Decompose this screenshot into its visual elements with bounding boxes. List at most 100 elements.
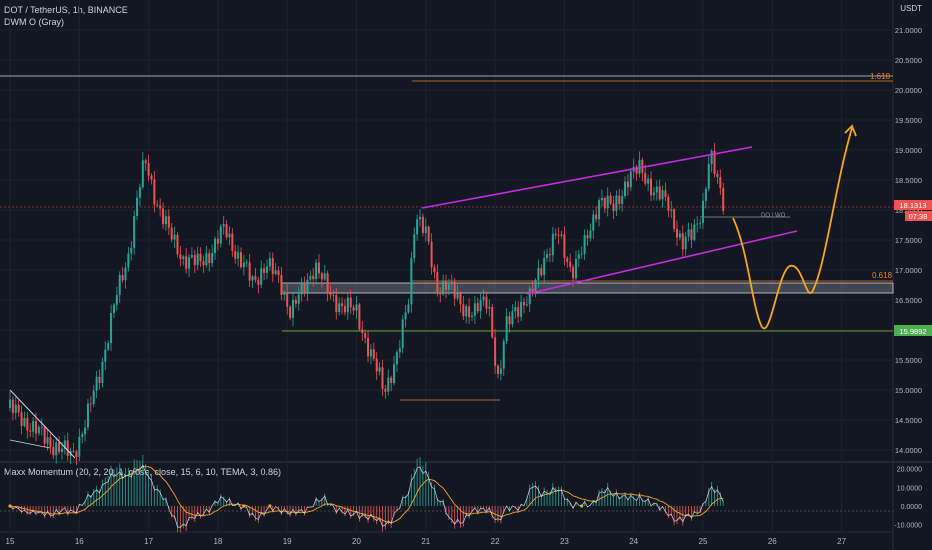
candle-body (60, 448, 63, 452)
candle-body (219, 226, 222, 244)
candle-body (384, 388, 387, 392)
candle-body (78, 436, 81, 457)
indicator-tick-label: 20.0000 (897, 467, 922, 474)
currency-label: USDT (900, 4, 922, 13)
candle-body (505, 316, 508, 342)
candle-body (231, 233, 234, 252)
wedge-lower-line[interactable] (9, 439, 51, 449)
candle-body (326, 273, 329, 294)
candle-body (237, 252, 240, 259)
time-tick-label: 26 (768, 537, 777, 546)
candle-body (315, 262, 318, 280)
candle-body (592, 214, 595, 231)
candle-body (387, 377, 390, 392)
price-axis[interactable]: 14.000014.500015.000015.500016.000016.50… (895, 26, 922, 455)
candle-body (323, 273, 326, 280)
candle-body (468, 306, 471, 318)
candle-body (81, 434, 84, 437)
price-tick-label: 17.5000 (895, 236, 922, 245)
candle-body (566, 257, 569, 262)
candle-body (647, 178, 650, 184)
candle-body (658, 186, 661, 200)
zone-box[interactable] (281, 282, 894, 294)
candle-body (179, 254, 182, 260)
price-tick-label: 19.0000 (895, 146, 922, 155)
candle-body (635, 166, 638, 174)
channel-lower-line[interactable] (526, 230, 798, 295)
candle-body (271, 258, 274, 274)
candle-body (280, 275, 283, 295)
candle-body (118, 274, 121, 296)
candle-body (488, 306, 491, 309)
candle-body (211, 253, 214, 264)
candle-body (520, 301, 523, 317)
time-tick-label: 27 (837, 537, 846, 546)
candle-body (199, 253, 202, 262)
candle-body (525, 304, 528, 306)
candles[interactable] (9, 142, 725, 466)
candle-body (43, 426, 46, 444)
projection-arrow-icon (844, 124, 857, 137)
candle-body (684, 236, 687, 250)
candle-body (130, 247, 133, 254)
candle-body (381, 367, 384, 389)
candle-body (225, 224, 228, 238)
channel-upper-line[interactable] (421, 146, 753, 209)
candle-body (401, 319, 404, 349)
candle-body (274, 270, 277, 274)
time-tick-label: 17 (144, 537, 153, 546)
candle-body (439, 292, 442, 295)
candle-body (603, 198, 606, 209)
candle-body (522, 301, 525, 306)
time-axis[interactable]: 15 16 17 18 19 20 21 22 23 24 25 26 27 (6, 537, 847, 546)
candle-body (398, 348, 401, 353)
candle-body (661, 190, 664, 200)
countdown-badge (905, 211, 932, 221)
candle-body (710, 151, 713, 165)
projection-path[interactable] (732, 127, 853, 330)
candle-body (133, 215, 136, 248)
candle-body (609, 195, 612, 204)
indicator-label[interactable]: DWM O (Gray) (4, 17, 64, 27)
price-tick-label: 20.5000 (895, 56, 922, 65)
candle-body (508, 316, 511, 325)
candle-body (216, 238, 219, 244)
candle-body (127, 253, 130, 268)
candle-body (707, 164, 710, 189)
wedge-upper-line[interactable] (9, 389, 76, 459)
candle-body (346, 297, 349, 313)
candle-body (430, 241, 433, 268)
candle-body (652, 192, 655, 196)
candle-body (693, 224, 696, 240)
candle-body (473, 303, 476, 316)
candle-body (153, 179, 156, 205)
candle-body (170, 227, 173, 240)
candle-body (341, 303, 344, 307)
momentum-signal-line (9, 465, 724, 524)
candle-body (531, 288, 534, 292)
candle-body (112, 304, 115, 313)
candle-body (40, 426, 43, 428)
chart-header: DOT / TetherUS, 1h, BINANCE DWM O (Gray) (4, 4, 128, 28)
candle-body (476, 303, 479, 312)
candle-body (205, 253, 208, 266)
candle-body (548, 254, 551, 256)
price-tick-label: 20.0000 (895, 86, 922, 95)
symbol-title[interactable]: DOT / TetherUS, 1h, BINANCE (4, 5, 128, 15)
candle-body (540, 268, 543, 276)
candle-body (465, 306, 468, 317)
candle-body (442, 281, 445, 295)
fib-1618-label: 1.618 (870, 72, 891, 81)
candle-body (502, 341, 505, 369)
do-wo-label: DO / WO (761, 213, 786, 219)
grid (0, 0, 893, 532)
candle-body (537, 268, 540, 280)
time-tick-label: 15 (6, 537, 15, 546)
momentum-fast-line (9, 464, 724, 528)
candle-body (395, 352, 398, 365)
candle-body (453, 281, 456, 299)
candle-body (450, 281, 453, 285)
candle-body (618, 195, 621, 204)
candle-body (26, 417, 29, 431)
